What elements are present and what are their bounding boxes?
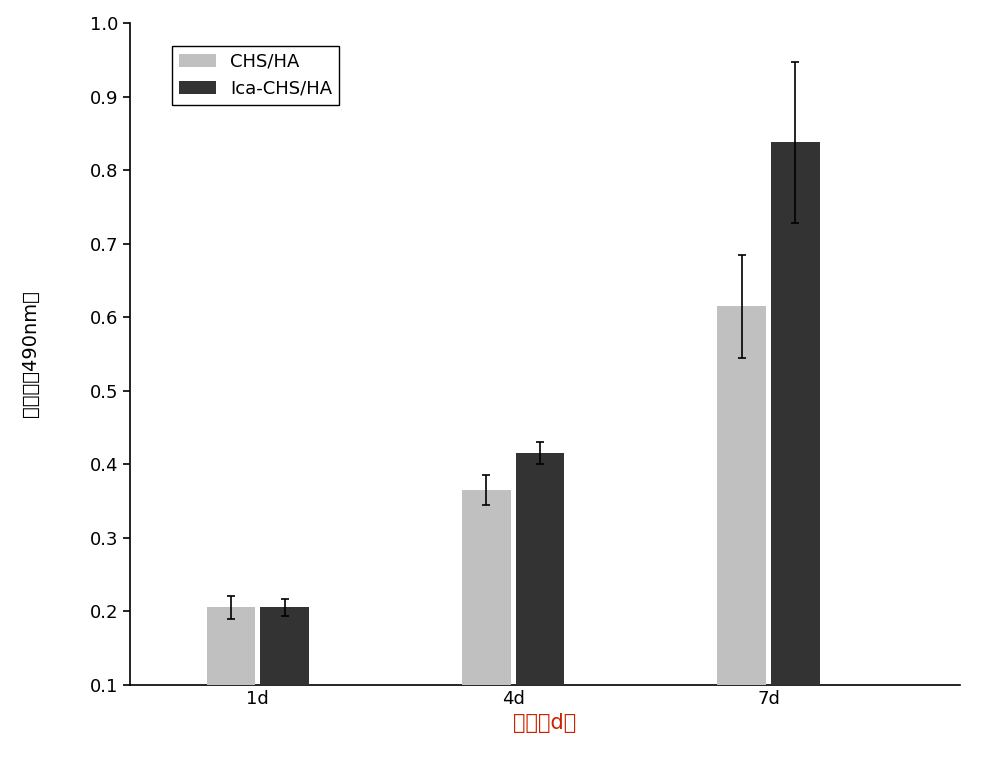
Bar — [771, 142, 820, 758]
Bar — [462, 490, 511, 758]
Bar — [516, 454, 564, 758]
Bar — [260, 608, 309, 758]
Bar — [717, 307, 766, 758]
X-axis label: 时间（d）: 时间（d） — [513, 713, 577, 733]
Legend: CHS/HA, Ica-CHS/HA: CHS/HA, Ica-CHS/HA — [172, 46, 339, 105]
Bar — [207, 608, 255, 758]
Text: 吸光値（490nm）: 吸光値（490nm） — [21, 290, 40, 418]
